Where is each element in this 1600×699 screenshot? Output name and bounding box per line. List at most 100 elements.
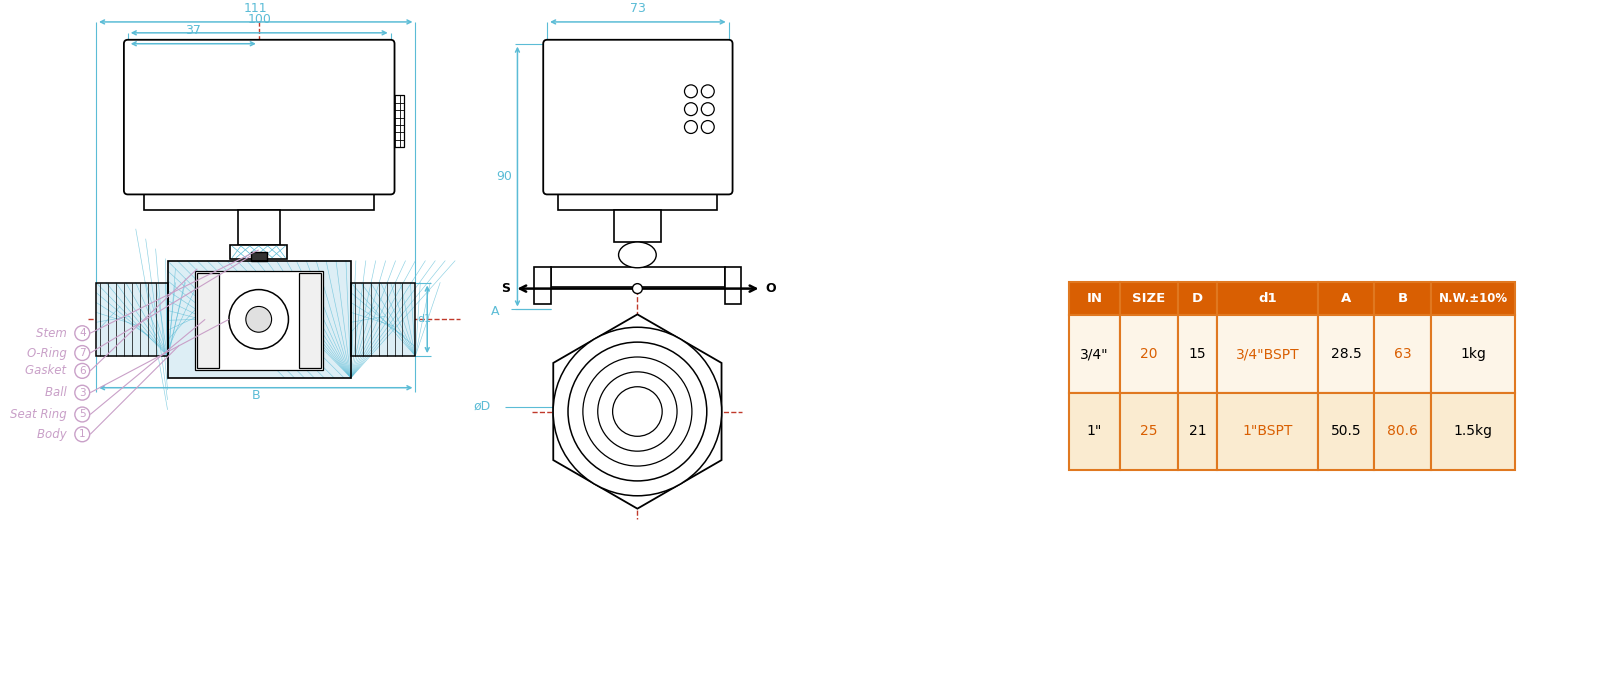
Text: B: B xyxy=(251,389,261,402)
Text: Stem: Stem xyxy=(35,326,70,340)
Circle shape xyxy=(701,103,714,115)
Text: d1: d1 xyxy=(418,315,432,324)
Text: N.W.±10%: N.W.±10% xyxy=(1438,292,1507,305)
Text: 1.5kg: 1.5kg xyxy=(1453,424,1493,438)
Text: IN: IN xyxy=(1086,292,1102,305)
Text: 28.5: 28.5 xyxy=(1331,347,1362,361)
Bar xyxy=(238,210,280,245)
Bar xyxy=(163,90,192,118)
Text: 73: 73 xyxy=(630,2,646,15)
Circle shape xyxy=(685,120,698,134)
Circle shape xyxy=(582,357,691,466)
Text: 6: 6 xyxy=(78,366,85,376)
Text: 1": 1" xyxy=(1086,424,1102,438)
Text: Body: Body xyxy=(37,428,70,441)
Bar xyxy=(350,282,416,356)
Text: 1: 1 xyxy=(78,429,85,439)
Text: 3/4"BSPT: 3/4"BSPT xyxy=(1237,347,1299,361)
Bar xyxy=(1318,315,1374,393)
Bar xyxy=(1218,315,1318,393)
Bar xyxy=(285,66,355,153)
Circle shape xyxy=(701,120,714,134)
Bar xyxy=(146,66,218,153)
Text: D: D xyxy=(1192,292,1203,305)
Text: Gasket: Gasket xyxy=(26,364,70,377)
Text: 7: 7 xyxy=(78,348,85,358)
Bar xyxy=(302,90,330,118)
Bar xyxy=(1069,315,1120,393)
Text: 50.5: 50.5 xyxy=(1331,424,1362,438)
Text: 37: 37 xyxy=(186,24,202,37)
Bar xyxy=(197,273,219,368)
Bar xyxy=(550,267,725,287)
Circle shape xyxy=(554,327,722,496)
Bar xyxy=(230,245,288,259)
Bar xyxy=(1218,282,1318,315)
Text: B: B xyxy=(1398,292,1408,305)
Text: d1: d1 xyxy=(1259,292,1277,305)
Text: 63: 63 xyxy=(1394,347,1411,361)
Bar xyxy=(195,271,323,370)
Circle shape xyxy=(246,306,272,332)
Bar xyxy=(1374,282,1432,315)
Text: 100: 100 xyxy=(248,13,270,26)
Text: 90: 90 xyxy=(496,170,512,183)
Bar xyxy=(96,282,168,356)
Bar xyxy=(389,95,405,147)
Circle shape xyxy=(568,342,707,481)
Ellipse shape xyxy=(619,242,656,268)
Bar xyxy=(1318,282,1374,315)
Circle shape xyxy=(685,85,698,98)
Text: A: A xyxy=(491,305,499,318)
Circle shape xyxy=(632,284,642,294)
Text: 80.6: 80.6 xyxy=(1387,424,1418,438)
Circle shape xyxy=(685,103,698,115)
Text: Ball: Ball xyxy=(45,386,70,399)
Bar xyxy=(1432,393,1515,470)
Bar xyxy=(144,190,374,210)
Bar xyxy=(1178,282,1218,315)
Text: O-Ring: O-Ring xyxy=(27,347,70,359)
Bar xyxy=(96,282,168,356)
Text: 1kg: 1kg xyxy=(1461,347,1486,361)
Text: 3: 3 xyxy=(78,388,85,398)
Bar xyxy=(389,95,405,147)
Bar xyxy=(1318,393,1374,470)
Text: Seat Ring: Seat Ring xyxy=(10,408,70,421)
Bar xyxy=(1120,282,1178,315)
Text: 20: 20 xyxy=(1141,347,1158,361)
Circle shape xyxy=(598,372,677,451)
Text: 111: 111 xyxy=(243,2,267,15)
Text: 15: 15 xyxy=(1189,347,1206,361)
Text: øD: øD xyxy=(474,400,491,413)
Circle shape xyxy=(701,85,714,98)
Bar xyxy=(168,261,350,378)
Bar xyxy=(558,190,717,210)
Bar xyxy=(1374,393,1432,470)
Bar xyxy=(299,273,322,368)
Text: 5: 5 xyxy=(78,410,85,419)
Bar xyxy=(1069,282,1120,315)
FancyBboxPatch shape xyxy=(544,40,733,194)
Bar xyxy=(614,210,661,242)
Text: A: A xyxy=(1341,292,1352,305)
Bar xyxy=(1178,315,1218,393)
Bar xyxy=(251,252,267,261)
Bar xyxy=(1120,393,1178,470)
Bar xyxy=(168,261,350,378)
FancyBboxPatch shape xyxy=(123,40,395,194)
Bar xyxy=(534,267,550,305)
Polygon shape xyxy=(554,315,722,509)
Bar xyxy=(725,267,741,305)
Text: 1"BSPT: 1"BSPT xyxy=(1243,424,1293,438)
Text: 21: 21 xyxy=(1189,424,1206,438)
Bar xyxy=(1218,393,1318,470)
Text: O: O xyxy=(765,282,776,295)
Bar xyxy=(1374,315,1432,393)
Text: 3/4": 3/4" xyxy=(1080,347,1109,361)
Bar xyxy=(1178,393,1218,470)
Bar xyxy=(1432,282,1515,315)
Text: SIZE: SIZE xyxy=(1133,292,1165,305)
Bar xyxy=(1069,393,1120,470)
Text: 25: 25 xyxy=(1141,424,1158,438)
